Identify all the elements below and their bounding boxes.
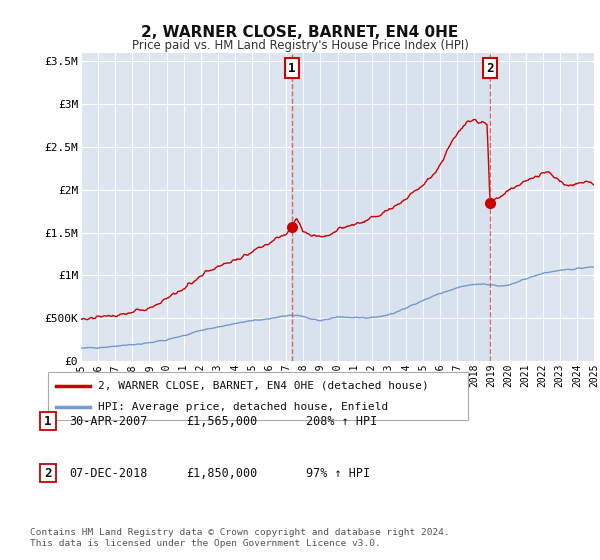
- Text: £1,565,000: £1,565,000: [186, 414, 257, 428]
- FancyBboxPatch shape: [48, 372, 468, 420]
- Text: 07-DEC-2018: 07-DEC-2018: [69, 466, 148, 480]
- Text: 1: 1: [288, 62, 296, 74]
- Text: 2: 2: [44, 466, 52, 480]
- Bar: [292, 53, 490, 361]
- Text: 2, WARNER CLOSE, BARNET, EN4 0HE: 2, WARNER CLOSE, BARNET, EN4 0HE: [142, 25, 458, 40]
- Text: 208% ↑ HPI: 208% ↑ HPI: [306, 414, 377, 428]
- Text: HPI: Average price, detached house, Enfield: HPI: Average price, detached house, Enfi…: [98, 402, 389, 412]
- Text: 30-APR-2007: 30-APR-2007: [69, 414, 148, 428]
- Text: Price paid vs. HM Land Registry's House Price Index (HPI): Price paid vs. HM Land Registry's House …: [131, 39, 469, 52]
- Text: £1,850,000: £1,850,000: [186, 466, 257, 480]
- Text: 1: 1: [44, 414, 52, 428]
- Text: 2: 2: [486, 62, 494, 74]
- Text: Contains HM Land Registry data © Crown copyright and database right 2024.
This d: Contains HM Land Registry data © Crown c…: [30, 528, 450, 548]
- Text: 2, WARNER CLOSE, BARNET, EN4 0HE (detached house): 2, WARNER CLOSE, BARNET, EN4 0HE (detach…: [98, 381, 429, 391]
- FancyBboxPatch shape: [40, 412, 56, 430]
- FancyBboxPatch shape: [40, 464, 56, 482]
- Text: 97% ↑ HPI: 97% ↑ HPI: [306, 466, 370, 480]
